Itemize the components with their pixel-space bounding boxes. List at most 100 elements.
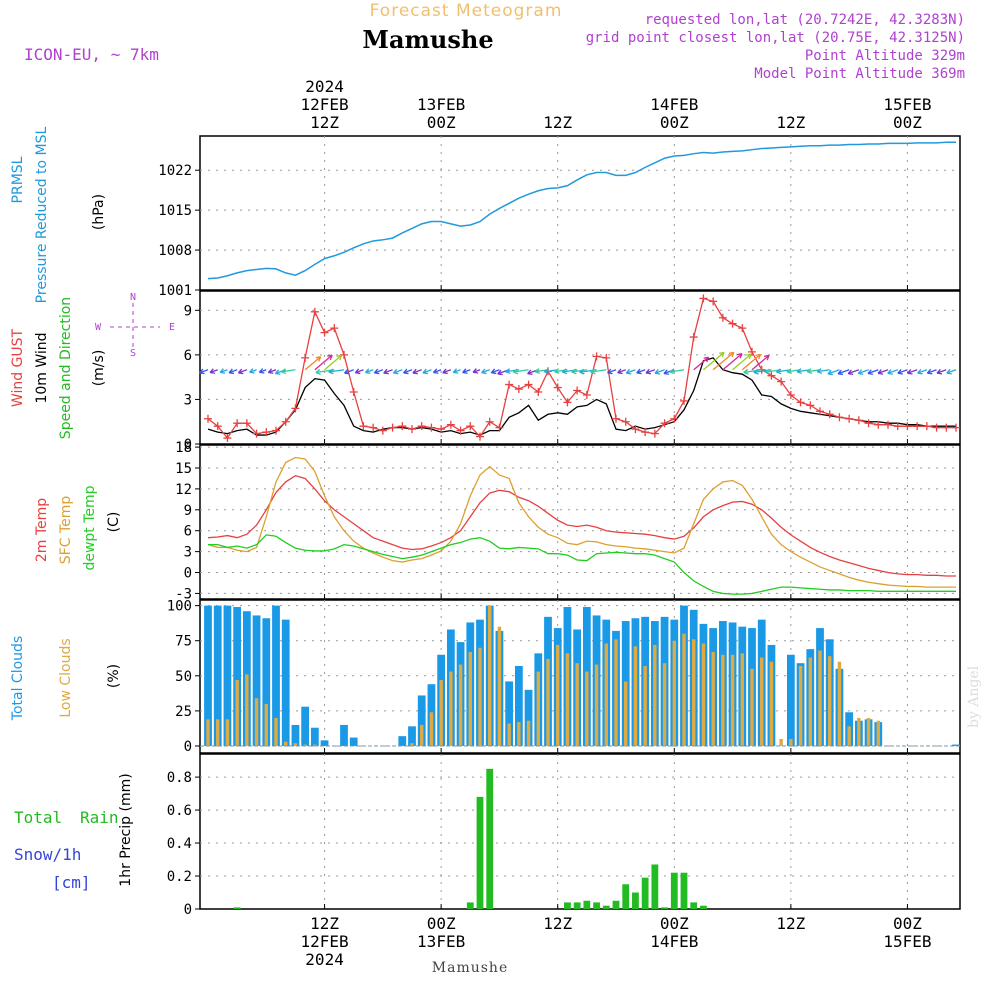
wind-arrow-head xyxy=(412,368,418,375)
gust-marker xyxy=(437,425,446,434)
wind-arrow-head xyxy=(315,368,321,375)
rain-bar xyxy=(612,900,620,909)
top-time-label: 00Z xyxy=(660,113,689,132)
precip-unit-label: 1hr Precip (mm) xyxy=(118,773,134,886)
low-cloud-bar xyxy=(556,644,560,746)
panel-frame xyxy=(199,135,961,291)
pressure-desc-label: Pressure Reduced to MSL xyxy=(34,126,50,303)
low-cloud-bar xyxy=(662,663,667,746)
low-cloud-bar xyxy=(468,651,472,746)
total-cloud-bar xyxy=(301,706,310,746)
low-cloud-bar xyxy=(818,650,822,746)
gust-marker xyxy=(738,324,747,333)
wind-arrow xyxy=(907,369,918,374)
gust-marker xyxy=(223,434,232,443)
y-tick-label: 50 xyxy=(175,669,192,685)
low-cloud-bar xyxy=(633,646,638,746)
wind-arrow xyxy=(228,369,238,374)
gust-marker xyxy=(641,428,650,437)
top-time-label: 14FEB xyxy=(650,95,698,114)
wind-arrow-head xyxy=(327,354,333,361)
bottom-time-label: 2024 xyxy=(305,950,344,969)
bottom-time-label: 12FEB xyxy=(300,932,348,951)
low-cloud-bar xyxy=(585,671,589,746)
low-cloud-bar xyxy=(866,717,871,746)
total-cloud-bar xyxy=(786,654,795,746)
wind-arrow xyxy=(590,369,607,373)
wind-arrow-head xyxy=(625,368,632,375)
wind-arrow xyxy=(946,369,957,374)
low-cloud-bar xyxy=(216,719,220,746)
wind-arrow-head xyxy=(512,368,519,375)
model-label: ICON-EU, ~ 7km xyxy=(24,45,159,64)
y-tick-label: 6 xyxy=(184,524,192,540)
wind-arrow xyxy=(807,369,821,373)
wind-arrow xyxy=(817,369,830,373)
bottom-time-label: 12Z xyxy=(543,914,572,933)
total-cloud-bar xyxy=(204,605,212,746)
wind-arrow xyxy=(491,369,500,374)
wind-arrow xyxy=(858,369,869,375)
rain-bar xyxy=(680,872,688,909)
wind-arrow-head xyxy=(728,351,735,358)
wind-arrow xyxy=(703,351,725,371)
gust-marker xyxy=(952,423,960,432)
wind-arrow-head xyxy=(237,368,244,375)
gust-marker xyxy=(349,388,358,397)
wind-arrow xyxy=(238,369,248,374)
wind-arrow-head xyxy=(753,368,759,375)
gust-marker xyxy=(514,385,523,394)
low-cloud-bar xyxy=(420,724,424,746)
wind-arrow-head xyxy=(344,368,350,375)
gust-marker xyxy=(233,419,242,428)
total-cloud-bar xyxy=(310,727,319,746)
wind-arrow xyxy=(827,369,840,375)
bottom-time-label: 00Z xyxy=(893,914,922,933)
wind-arrow-head xyxy=(258,368,265,374)
y-tick-label: 0 xyxy=(184,437,192,453)
total-cloud-bar xyxy=(262,618,271,746)
y-tick-label: 18 xyxy=(175,440,192,456)
low-cloud-bar xyxy=(410,743,414,746)
pressure-panel: 1001 1008 1015 1022 xyxy=(158,135,961,299)
wind-arrow-head xyxy=(867,369,873,375)
gust-marker xyxy=(777,377,786,386)
gust-marker xyxy=(621,417,630,426)
wind-arrow xyxy=(617,369,626,374)
wind-arrow xyxy=(625,369,636,374)
wind-arrow-head xyxy=(481,368,487,375)
rain-bar xyxy=(476,796,484,909)
gust-marker xyxy=(310,307,319,316)
gust-marker xyxy=(728,319,737,328)
rain-bar xyxy=(466,902,474,909)
wind-arrow-head xyxy=(328,368,334,375)
gust-marker xyxy=(903,422,912,431)
wind-arrow-head xyxy=(827,369,834,376)
top-time-label: 00Z xyxy=(427,113,456,132)
wind-arrow xyxy=(374,369,384,374)
gust-marker xyxy=(485,417,494,426)
wind-arrow xyxy=(422,369,432,374)
wind-arrow xyxy=(743,369,762,374)
low-cloud-bar xyxy=(604,643,608,746)
pressure-line xyxy=(207,141,956,280)
wind-arrow-head xyxy=(490,368,497,375)
wind-arrow xyxy=(433,369,442,374)
footer-location: Mamushe xyxy=(432,960,508,976)
gust-marker xyxy=(563,398,572,407)
rain-label: Rain xyxy=(80,808,119,827)
wind-arrow-head xyxy=(571,368,577,375)
y-tick-label: 75 xyxy=(175,634,192,650)
wind-arrow-head xyxy=(209,368,216,374)
y-tick-label: 1015 xyxy=(158,203,192,219)
gust-marker xyxy=(291,404,300,413)
wind-arrow xyxy=(636,369,646,374)
low-cloud-bar xyxy=(565,653,570,746)
total-cloud-bar xyxy=(223,605,232,746)
t2m-line xyxy=(207,474,956,577)
top-time-label: 15FEB xyxy=(883,95,931,114)
rain-bar xyxy=(583,900,591,909)
wind-arrow xyxy=(693,356,709,371)
wind-arrow-head xyxy=(554,368,560,374)
